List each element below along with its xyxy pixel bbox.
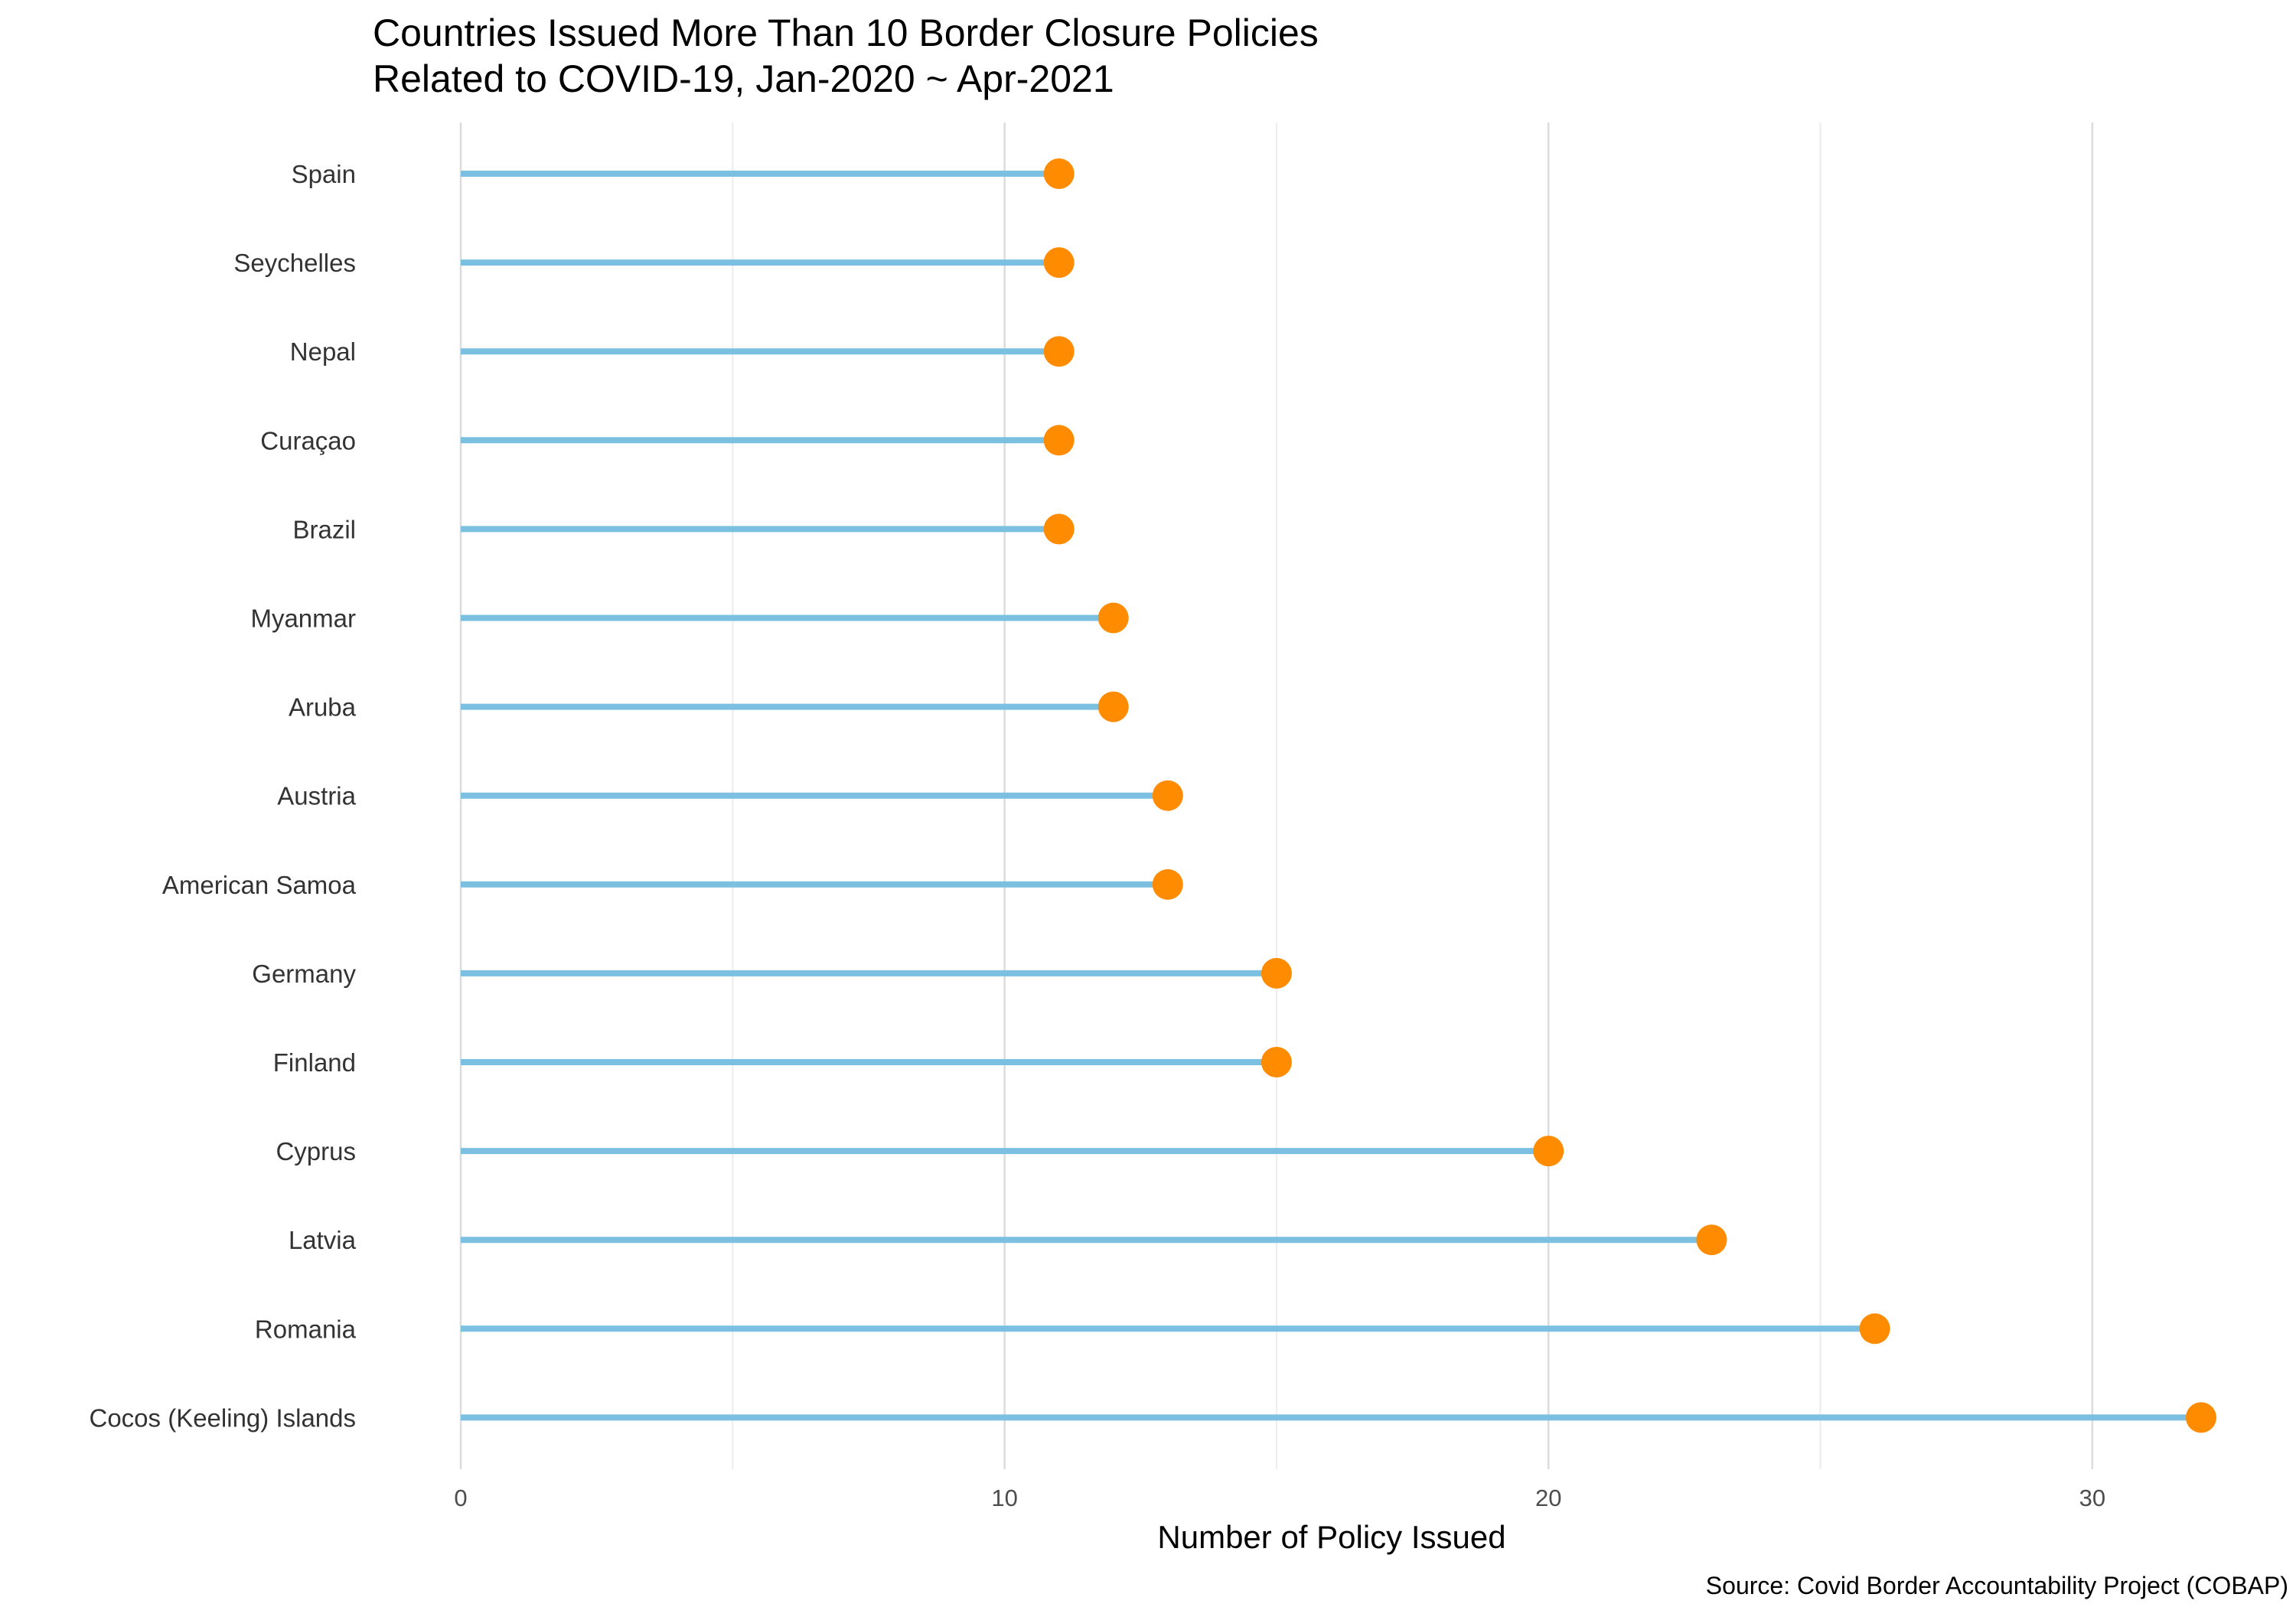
point-12 <box>1696 1224 1727 1256</box>
point-0 <box>1043 158 1075 189</box>
x-tick-label-1: 10 <box>991 1485 1017 1511</box>
category-label-10: Finland <box>273 1048 356 1077</box>
category-label-11: Cyprus <box>276 1137 356 1165</box>
point-4 <box>1043 513 1075 545</box>
point-2 <box>1043 336 1075 367</box>
category-label-14: Cocos (Keeling) Islands <box>90 1403 357 1432</box>
point-7 <box>1152 780 1183 811</box>
category-label-5: Myanmar <box>250 605 356 633</box>
point-5 <box>1097 602 1129 634</box>
category-label-13: Romania <box>255 1315 357 1343</box>
x-tick-label-2: 20 <box>1535 1485 1561 1511</box>
lollipop-stems <box>461 171 2201 1421</box>
point-6 <box>1097 691 1129 722</box>
point-13 <box>1859 1313 1890 1345</box>
point-3 <box>1043 425 1075 456</box>
x-tick-label-0: 0 <box>454 1485 467 1511</box>
category-label-1: Seychelles <box>233 249 356 277</box>
x-tick-label-3: 30 <box>2079 1485 2105 1511</box>
category-label-6: Aruba <box>289 693 357 722</box>
x-axis-title: Number of Policy Issued <box>1157 1519 1505 1555</box>
lollipop-points <box>1043 158 2216 1433</box>
chart-title-line-2: Related to COVID-19, Jan-2020 ~ Apr-2021 <box>373 57 1114 100</box>
point-1 <box>1043 247 1075 279</box>
category-label-7: Austria <box>277 782 356 810</box>
point-11 <box>1533 1136 1564 1167</box>
category-label-12: Latvia <box>289 1226 357 1254</box>
point-8 <box>1152 869 1183 900</box>
point-14 <box>2186 1402 2216 1433</box>
x-tick-labels: 0 10 20 30 <box>454 1485 2105 1511</box>
point-9 <box>1261 957 1292 989</box>
category-label-4: Brazil <box>292 515 356 543</box>
point-10 <box>1261 1047 1292 1077</box>
category-label-9: Germany <box>252 960 356 988</box>
category-labels: Spain Seychelles Nepal Curaçao Brazil Myanmar… <box>90 160 357 1432</box>
category-label-0: Spain <box>292 160 356 188</box>
category-label-8: American Samoa <box>162 871 357 899</box>
source-caption: Source: Covid Border Accountability Proj… <box>1706 1572 2288 1599</box>
category-label-2: Nepal <box>290 337 356 366</box>
category-label-3: Curaçao <box>260 426 356 455</box>
chart-title-line-1: Countries Issued More Than 10 Border Clo… <box>373 11 1319 54</box>
